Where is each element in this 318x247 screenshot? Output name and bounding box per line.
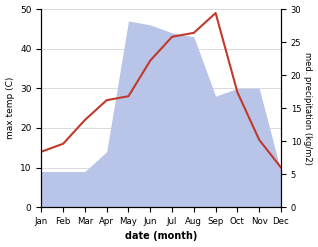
Y-axis label: max temp (C): max temp (C): [5, 77, 15, 139]
Y-axis label: med. precipitation (kg/m2): med. precipitation (kg/m2): [303, 52, 313, 165]
X-axis label: date (month): date (month): [125, 231, 197, 242]
